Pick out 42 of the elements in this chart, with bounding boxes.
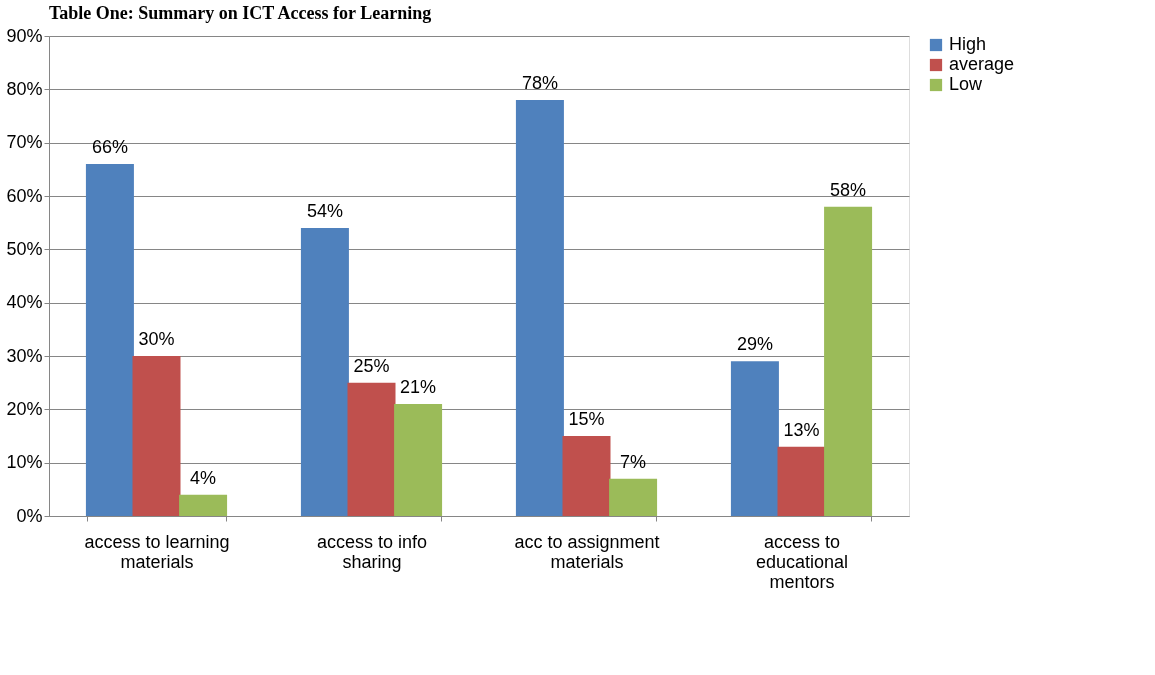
- bar: [300, 228, 349, 516]
- x-tick-label: access to learning materials: [84, 531, 230, 572]
- x-tick-label: acc to assignment materials: [514, 531, 660, 572]
- y-tick-label: 0%: [16, 505, 43, 526]
- bar: [394, 404, 443, 516]
- x-tick-label: access to info sharing: [316, 531, 428, 572]
- data-label: 78%: [521, 73, 558, 93]
- y-tick-label: 90%: [6, 25, 43, 46]
- y-tick-label: 70%: [6, 132, 43, 153]
- data-label: 25%: [353, 355, 390, 376]
- bar: [85, 164, 134, 516]
- y-tick-label: 80%: [6, 78, 43, 99]
- bar: [730, 361, 779, 516]
- chart-title: Table One: Summary on ICT Access for Learning: [49, 3, 432, 23]
- legend-label: average: [949, 54, 1015, 74]
- y-tick-label: 30%: [6, 345, 43, 366]
- x-tick-label: access to educational mentors: [755, 531, 849, 592]
- bar: [515, 100, 564, 516]
- data-label: 15%: [568, 409, 605, 429]
- data-label: 7%: [620, 451, 647, 472]
- legend-label: Low: [949, 74, 984, 94]
- data-label: 30%: [138, 329, 175, 349]
- data-label: 66%: [91, 137, 128, 157]
- legend-label: High: [949, 34, 987, 54]
- data-label: 54%: [306, 201, 343, 221]
- data-label: 13%: [783, 419, 820, 440]
- bar: [609, 478, 658, 516]
- bar: [824, 206, 873, 516]
- data-label: 21%: [400, 377, 437, 397]
- bar: [777, 446, 826, 516]
- bar: [347, 382, 396, 516]
- bar: [562, 436, 611, 516]
- y-tick-label: 20%: [6, 398, 43, 419]
- y-tick-label: 10%: [6, 452, 43, 473]
- y-tick-label: 40%: [6, 292, 43, 313]
- y-tick-label: 50%: [6, 238, 43, 259]
- data-label: 4%: [190, 467, 217, 488]
- data-label: 58%: [830, 179, 867, 200]
- data-label: 29%: [736, 334, 773, 355]
- bar: [132, 356, 181, 516]
- y-tick-label: 60%: [6, 185, 43, 206]
- bar: [179, 494, 228, 516]
